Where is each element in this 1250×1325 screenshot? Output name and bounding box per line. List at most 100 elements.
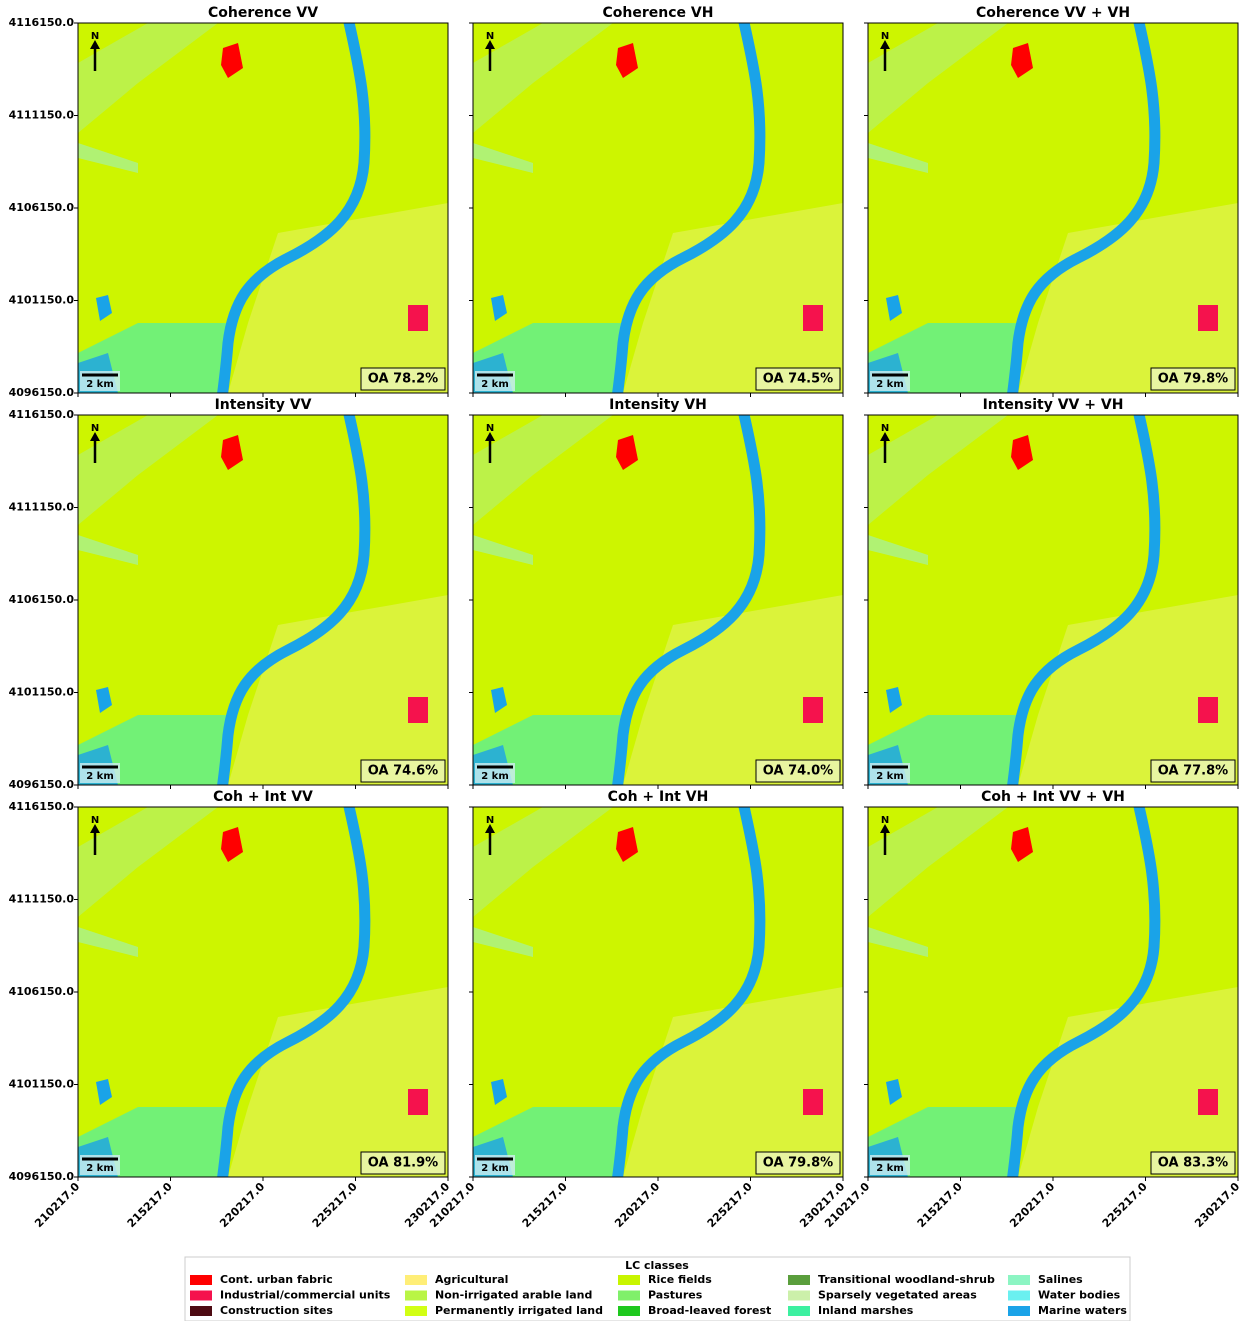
north-arrowhead [90,40,100,49]
legend-label: Marine waters [1038,1304,1127,1317]
panel-title: Coh + Int VV + VH [981,789,1125,805]
map-panel: Intensity VV N 2 km OA 74.6% 4096150.0 410115… [9,397,448,791]
legend-swatch [405,1306,427,1316]
scale-label: 2 km [876,379,904,390]
y-tick-label: 4116150.0 [9,16,75,29]
map-panel: Coherence VH N 2 km OA 74.5% [469,5,843,398]
map-panel: Intensity VV + VH N 2 km OA 77.8% [864,397,1238,790]
north-label: N [881,423,889,434]
panel-title: Coherence VH [603,5,714,21]
legend-label: Industrial/commercial units [220,1289,391,1302]
north-arrowhead [485,824,495,833]
legend-swatch [1008,1290,1030,1301]
y-tick-label: 4101150.0 [9,1078,75,1091]
map-image [473,18,843,398]
oa-box [755,1151,841,1175]
oa-label: OA 78.2% [368,372,438,387]
oa-box [755,759,841,783]
legend-label: Transitional woodland-shrub [818,1273,995,1286]
y-tick-label: 4111150.0 [9,109,75,122]
north-arrowhead [880,40,890,49]
north-label: N [486,31,494,42]
y-tick-label: 4106150.0 [9,985,75,998]
legend-swatch [788,1275,810,1285]
legend-swatch [788,1290,810,1301]
y-tick-label: 4106150.0 [9,201,75,214]
legend-swatch [1008,1275,1030,1285]
map-image [78,410,448,790]
x-tick-label: 225217.0 [310,1180,360,1230]
oa-label: OA 74.0% [763,764,833,779]
panel-title: Coh + Int VV [213,789,313,805]
legend-box [184,1256,1131,1322]
x-tick-label: 220217.0 [612,1180,662,1230]
oa-box [360,759,446,783]
scale-label: 2 km [86,379,114,390]
map-image [473,410,843,790]
panel-title: Intensity VV + VH [983,397,1124,413]
oa-box [755,367,841,391]
legend-label: Broad-leaved forest [648,1304,771,1317]
y-tick-label: 4116150.0 [9,408,75,421]
panel-title: Coh + Int VH [608,789,709,805]
legend-swatch [618,1306,640,1316]
legend-label: Agricultural [435,1273,508,1286]
map-image [868,18,1238,398]
y-tick-label: 4096150.0 [9,778,75,791]
north-label: N [91,423,99,434]
map-image [78,802,448,1182]
x-tick-label: 215217.0 [125,1180,175,1230]
scale-label: 2 km [481,1163,509,1174]
legend-swatch [190,1290,212,1301]
y-tick-label: 4096150.0 [9,386,75,399]
x-tick-label: 210217.0 [32,1180,82,1230]
map-panel: Coherence VV + VH N 2 km OA 79.8% [864,5,1238,398]
north-label: N [91,31,99,42]
map-panel: Coh + Int VV N 2 km OA 81.9% 4096150.0 410115… [9,789,453,1230]
legend-label: Pastures [648,1289,703,1302]
map-image [473,802,843,1182]
north-arrowhead [90,824,100,833]
north-label: N [486,815,494,826]
oa-label: OA 74.5% [763,372,833,387]
y-tick-label: 4096150.0 [9,1170,75,1183]
y-tick-label: 4101150.0 [9,686,75,699]
x-tick-label: 220217.0 [217,1180,267,1230]
map-image [868,410,1238,790]
legend-label: Water bodies [1038,1289,1121,1302]
north-arrowhead [90,432,100,441]
legend-swatch [1008,1306,1030,1316]
legend-swatch [788,1306,810,1316]
north-label: N [91,815,99,826]
oa-box [360,367,446,391]
oa-label: OA 81.9% [368,1156,438,1171]
y-tick-label: 4106150.0 [9,593,75,606]
x-tick-label: 220217.0 [1007,1180,1057,1230]
x-tick-label: 230217.0 [1192,1180,1242,1230]
panel-title: Coherence VV [208,5,318,21]
legend-swatch [190,1275,212,1285]
panel-title: Coherence VV + VH [976,5,1130,21]
legend-label: Salines [1038,1273,1083,1286]
north-label: N [881,815,889,826]
north-arrowhead [485,432,495,441]
scale-label: 2 km [876,1163,904,1174]
y-tick-label: 4101150.0 [9,294,75,307]
panel-title: Intensity VH [609,397,707,413]
oa-box [1150,367,1236,391]
x-tick-label: 215217.0 [520,1180,570,1230]
oa-label: OA 79.8% [1158,372,1228,387]
north-label: N [881,31,889,42]
legend-label: Inland marshes [818,1304,914,1317]
map-image [868,802,1238,1182]
oa-box [1150,759,1236,783]
oa-label: OA 83.3% [1158,1156,1228,1171]
oa-label: OA 77.8% [1158,764,1228,779]
scale-label: 2 km [86,771,114,782]
oa-label: OA 74.6% [368,764,438,779]
scale-label: 2 km [481,379,509,390]
oa-box [1150,1151,1236,1175]
legend-swatch [405,1275,427,1285]
legend-swatch [405,1290,427,1301]
